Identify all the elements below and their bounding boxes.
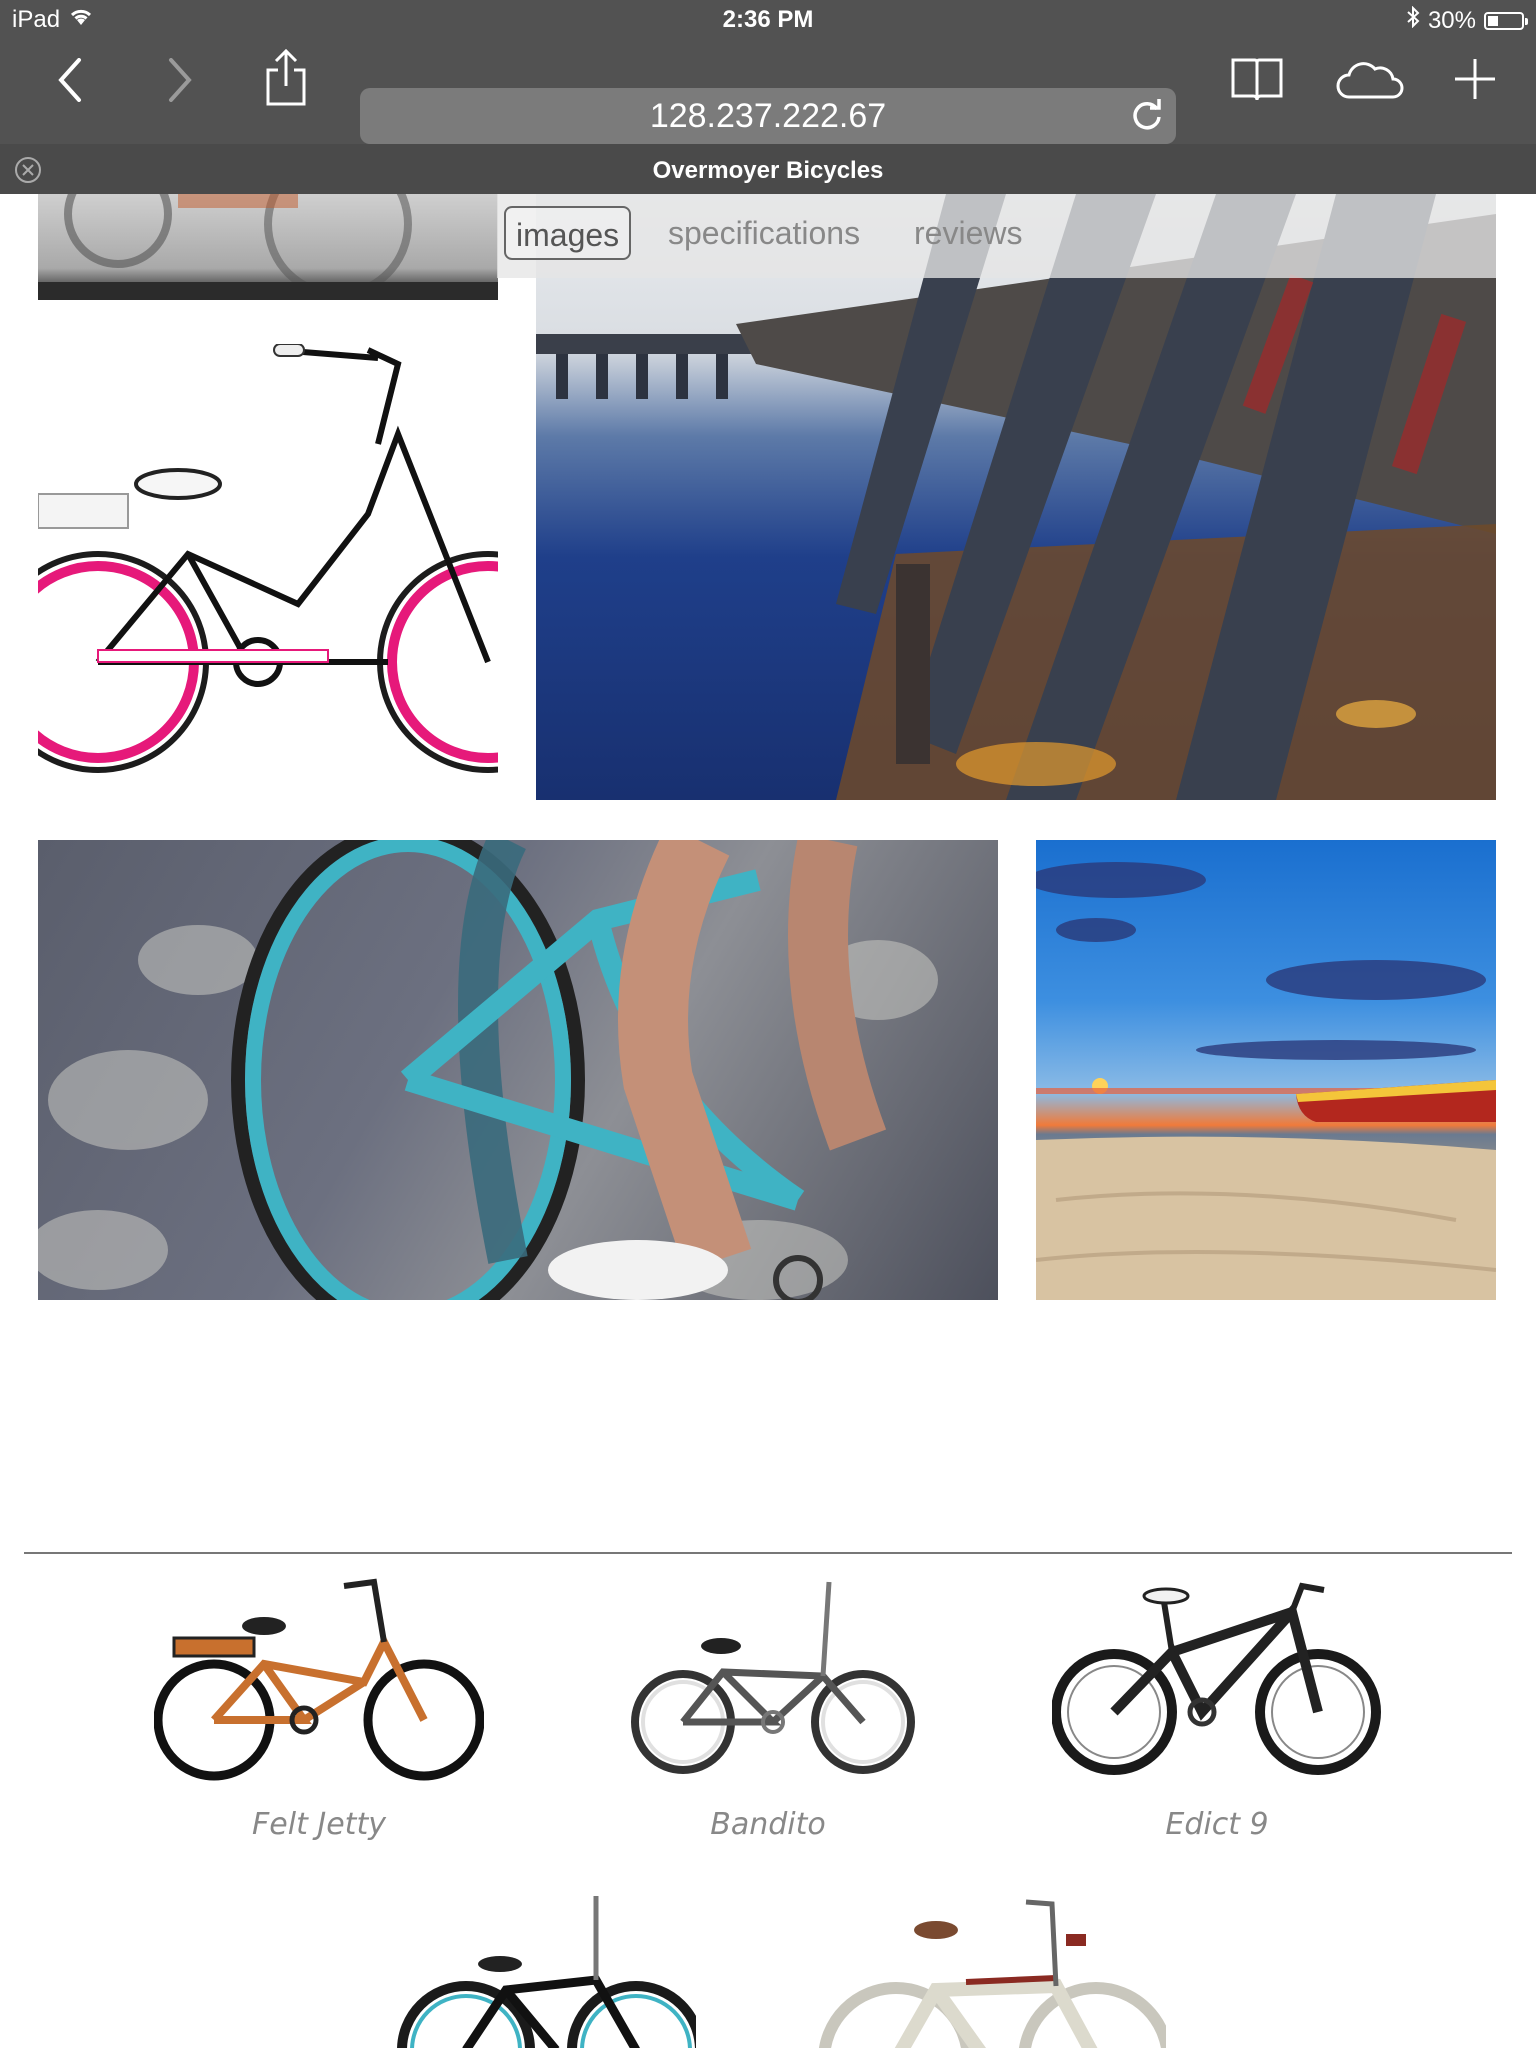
- edict-9-bike-image: [1051, 1582, 1381, 1775]
- gallery-image-white-cruiser[interactable]: [38, 344, 498, 800]
- new-tab-button[interactable]: [1450, 52, 1500, 106]
- battery-fill: [1488, 15, 1498, 26]
- plus-icon: [1455, 59, 1495, 99]
- icloud-tabs-button[interactable]: [1334, 54, 1406, 104]
- gallery-image-teal-bike[interactable]: [38, 840, 998, 1300]
- url-text: 128.237.222.67: [649, 97, 887, 135]
- section-divider: [24, 1552, 1512, 1554]
- tab-images[interactable]: images: [504, 206, 632, 260]
- product-card-cream-cruiser[interactable]: [816, 1890, 1166, 2048]
- share-icon: [266, 48, 306, 106]
- gallery-image-pier[interactable]: [536, 194, 1496, 800]
- gallery-image-bike-gravel[interactable]: [38, 194, 498, 300]
- tab-specifications[interactable]: specifications: [668, 215, 861, 251]
- close-icon: [15, 157, 41, 183]
- tabs-overlay: [497, 194, 1496, 278]
- pier-illustration: [536, 194, 1496, 800]
- browser-toolbar: 128.237.222.67: [0, 40, 1536, 158]
- battery-icon: [1484, 11, 1528, 30]
- wifi-icon: [68, 6, 94, 34]
- product-card-felt-jetty[interactable]: Felt Jetty: [153, 1572, 485, 1842]
- bandito-bike-image: [631, 1581, 915, 1774]
- device-label: iPad: [12, 6, 61, 33]
- book-icon: [1231, 58, 1283, 101]
- product-card-bandito[interactable]: Bandito: [603, 1572, 933, 1842]
- beach-sunset-illustration: [1036, 862, 1496, 1300]
- share-button[interactable]: [260, 46, 312, 108]
- product-name: Felt Jetty: [252, 1807, 386, 1842]
- forward-button[interactable]: [160, 56, 200, 104]
- felt-jetty-bike-image: [153, 1578, 485, 1781]
- product-name: Edict 9: [1165, 1807, 1269, 1842]
- reload-button[interactable]: [1130, 98, 1164, 141]
- battery-percentage: 30%: [1427, 6, 1476, 34]
- web-page: images specifications reviews Felt Jetty: [0, 194, 1536, 2048]
- cream-cruiser-bike-image: [818, 1899, 1166, 2048]
- white-cruiser-illustration: [38, 344, 498, 773]
- product-name: Bandito: [710, 1807, 826, 1842]
- reload-icon: [1133, 99, 1161, 130]
- gallery-image-beach-sunset[interactable]: [1036, 840, 1496, 1300]
- chevron-left-icon: [58, 58, 81, 102]
- address-bar[interactable]: 128.237.222.67: [360, 88, 1176, 144]
- bookmarks-button[interactable]: [1228, 52, 1286, 106]
- chevron-right-icon: [169, 58, 192, 102]
- bike-gravel-illustration: [38, 194, 498, 300]
- product-tabs: images specifications reviews: [0, 194, 1536, 278]
- tab-title: Overmoyer Bicycles: [652, 157, 884, 184]
- back-button[interactable]: [50, 56, 90, 104]
- status-bar: iPad 2:36 PM 30%: [0, 0, 1536, 40]
- bluetooth-icon: [1406, 5, 1420, 35]
- product-card-black-cruiser[interactable]: [396, 1890, 696, 2048]
- teal-bike-illustration: [38, 840, 938, 1300]
- tab-reviews[interactable]: reviews: [914, 215, 1023, 251]
- cloud-icon: [1336, 62, 1404, 99]
- black-cruiser-bike-image: [397, 1896, 696, 2048]
- close-tab-button[interactable]: [14, 156, 42, 189]
- product-card-edict-9[interactable]: Edict 9: [1051, 1572, 1382, 1842]
- clock: 2:36 PM: [722, 6, 814, 33]
- tab-bar: Overmoyer Bicycles: [0, 144, 1536, 194]
